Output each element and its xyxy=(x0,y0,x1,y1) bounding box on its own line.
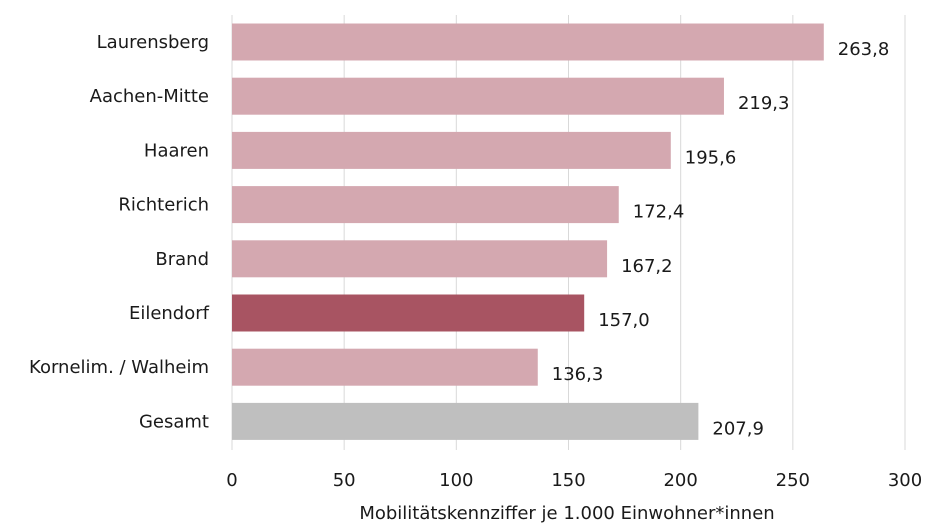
bar xyxy=(232,77,724,115)
x-tick-label: 250 xyxy=(776,470,810,491)
bar xyxy=(232,23,824,61)
category-label: Aachen-Mitte xyxy=(90,86,209,107)
x-tick-label: 50 xyxy=(333,470,356,491)
category-label: Eilendorf xyxy=(129,303,210,324)
value-label: 167,2 xyxy=(621,256,673,277)
bar xyxy=(232,348,538,386)
bar xyxy=(232,240,608,278)
category-label: Brand xyxy=(155,249,209,270)
x-tick-label: 300 xyxy=(888,470,922,491)
labels: 0 50 100 150 200 250 300 Laurensberg 263,8 Aachen… xyxy=(29,32,922,491)
x-tick-label: 200 xyxy=(663,470,697,491)
bars xyxy=(232,23,824,440)
value-label: 157,0 xyxy=(598,310,650,331)
value-label: 263,8 xyxy=(838,39,890,60)
bar xyxy=(232,131,671,169)
category-label: Gesamt xyxy=(139,411,209,432)
x-tick-label: 150 xyxy=(551,470,585,491)
value-label: 195,6 xyxy=(685,147,737,168)
bar xyxy=(232,294,585,332)
category-label: Haaren xyxy=(144,140,209,161)
category-label: Kornelim. / Walheim xyxy=(29,357,209,378)
x-axis-title: Mobilitätskennziffer je 1.000 Einwohner*… xyxy=(359,503,774,524)
category-label: Laurensberg xyxy=(97,32,209,53)
x-tick-label: 0 xyxy=(226,470,237,491)
value-label: 219,3 xyxy=(738,93,790,114)
value-label: 136,3 xyxy=(552,364,604,385)
bar xyxy=(232,186,619,224)
bar xyxy=(232,402,699,440)
category-label: Richterich xyxy=(118,195,209,216)
value-label: 172,4 xyxy=(633,202,685,223)
value-label: 207,9 xyxy=(712,418,764,439)
x-tick-label: 100 xyxy=(439,470,473,491)
